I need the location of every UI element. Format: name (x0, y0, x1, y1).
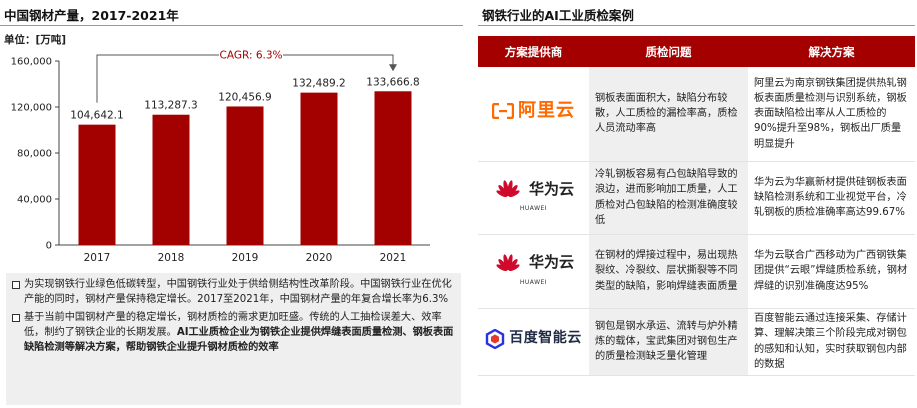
baidu-cloud-icon (486, 328, 505, 349)
bar-value-label: 104,642.1 (70, 110, 123, 122)
steel-output-bar-chart: 0 40,000 80,000 120,000 160,000 104,642.1 2017… (11, 47, 430, 264)
y-tick-label: 40,000 (17, 195, 52, 206)
ai-quality-inspection-cases-panel: 钢铁行业的AI工业质检案例 方案提供商 质检问题 解决方案 (478, 0, 917, 408)
checkbox-bullet-icon (12, 281, 20, 289)
checkbox-bullet-icon (12, 313, 20, 322)
x-category-label: 2021 (380, 252, 407, 264)
alibaba-cloud-wordmark: 阿里云 (518, 100, 575, 122)
problem-cell: 钢包是钢水承运、流转与炉外精炼的载体，宝武集团对钢包生产的质量检测缺乏量化管理 (589, 308, 748, 376)
table-header-row: 方案提供商 质检问题 解决方案 (478, 36, 915, 67)
problem-cell: 冷轧钢板容易有凸包缺陷导致的浪边，进而影响加工质量，人工质检对凸包缺陷的检测准确… (589, 161, 748, 235)
chart-panel-title: 中国钢材产量，2017-2021年 (4, 8, 179, 23)
bar (78, 124, 116, 245)
bar (226, 106, 264, 245)
solution-cell: 华为云联合广西移动为广西钢铁集团提供“云眼”焊缝质检系统，钢材焊缝的识别准确度达… (748, 234, 915, 309)
x-category-label: 2017 (84, 252, 111, 264)
huawei-sub-wordmark: HUAWEI (519, 278, 548, 286)
y-tick-label: 0 (46, 241, 52, 252)
y-tick-label: 160,000 (11, 57, 52, 68)
bar (152, 114, 190, 245)
note-bold-text: AI工业质检企业为钢铁企业提供焊缝表面质量检测、钢板表面缺陷检测等解决方案，帮助… (24, 326, 454, 354)
note-item: 基于当前中国钢材产量的稳定增长，钢材质检的需求更加旺盛。传统的人工抽检误差大、效… (12, 310, 455, 356)
baidu-cloud-logo: 百度智能云 (485, 328, 582, 349)
cagr-label-background (219, 47, 283, 61)
steel-output-panel: 中国钢材产量，2017-2021年 单位：[万吨] 0 40,000 80,000 1… (0, 8, 463, 405)
y-tick-label: 120,000 (11, 103, 52, 114)
table-row: 华为云 HUAWEI 冷轧钢板容易有凸包缺陷导致的浪边，进而影响加工质量，人工质… (478, 161, 915, 235)
problem-cell: 在钢材的焊接过程中，易出现热裂纹、冷裂纹、层状撕裂等不同类型的缺陷，影响焊缝表面… (589, 234, 748, 309)
solution-cell: 百度智能云通过连接采集、存储计算、理解决策三个阶段完成对钢包的感知和认知，实时获… (748, 308, 915, 376)
baidu-cloud-wordmark: 百度智能云 (509, 330, 582, 347)
huawei-cloud-wordmark: 华为云 (528, 253, 574, 272)
cagr-arrow-head (389, 64, 397, 72)
table-row: 阿里云 钢板表面面积大，缺陷分布较散，人工质检的漏检率高，质检人员流动率高 阿里… (478, 67, 915, 162)
x-category-label: 2019 (232, 252, 259, 264)
table-panel-title: 钢铁行业的AI工业质检案例 (482, 8, 634, 23)
chart-notes-box: 为实现钢铁行业绿色低碳转型，中国钢铁行业处于供给侧结构性改革阶段。中国钢铁行业在… (6, 273, 461, 405)
huawei-cloud-logo: 华为云 HUAWEI (493, 252, 574, 290)
header-solution: 解决方案 (748, 36, 915, 67)
huawei-cloud-logo: 华为云 HUAWEI (493, 178, 574, 216)
huawei-cloud-wordmark: 华为云 (528, 179, 574, 198)
alibaba-cloud-icon (492, 103, 514, 120)
solution-cell: 华为云为华赢新材提供硅钢板表面缺陷检测系统和工业视觉平台，冷轧钢板的质检准确率高… (748, 161, 915, 235)
provider-cell: 华为云 HUAWEI (478, 234, 589, 309)
huawei-flower-icon (496, 254, 520, 271)
note-text: 为实现钢铁行业绿色低碳转型，中国钢铁行业处于供给侧结构性改革阶段。中国钢铁行业在… (24, 279, 452, 306)
bar-value-label: 120,456.9 (218, 91, 271, 103)
table-row: 华为云 HUAWEI 在钢材的焊接过程中，易出现热裂纹、冷裂纹、层状撕裂等不同类… (478, 234, 915, 309)
provider-cell: 阿里云 (478, 67, 589, 162)
table-row: 百度智能云 钢包是钢水承运、流转与炉外精炼的载体，宝武集团对钢包生产的质量检测缺… (478, 308, 915, 376)
bar-value-label: 133,666.8 (366, 76, 419, 88)
bar-value-label: 113,287.3 (144, 100, 197, 112)
note-item: 为实现钢铁行业绿色低碳转型，中国钢铁行业处于供给侧结构性改革阶段。中国钢铁行业在… (12, 277, 455, 308)
problem-cell: 钢板表面面积大，缺陷分布较散，人工质检的漏检率高，质检人员流动率高 (589, 67, 748, 162)
case-table: 方案提供商 质检问题 解决方案 阿里云 钢板表面面积大，缺 (478, 36, 915, 376)
y-tick-label: 80,000 (17, 149, 52, 160)
x-category-label: 2018 (158, 252, 185, 264)
bar (374, 91, 412, 246)
chart-unit-label: 单位：[万吨] (4, 34, 67, 46)
note-text: 基于当前中国钢材产量的稳定增长，钢材质检的需求更加旺盛。传统的人工抽检误差大、效… (24, 311, 442, 338)
alibaba-cloud-logo: 阿里云 (492, 100, 575, 122)
bar-value-label: 132,489.2 (292, 78, 345, 90)
header-problem: 质检问题 (589, 36, 748, 67)
provider-cell: 百度智能云 (478, 308, 589, 376)
chart-panel-title-rule (0, 25, 463, 26)
cagr-label: CAGR: 6.3% (220, 50, 283, 62)
bar (300, 92, 338, 245)
table-panel-title-rule (478, 25, 915, 26)
header-provider: 方案提供商 (478, 36, 589, 67)
x-category-label: 2020 (306, 252, 333, 264)
huawei-sub-wordmark: HUAWEI (519, 205, 548, 213)
provider-cell: 华为云 HUAWEI (478, 161, 589, 235)
solution-cell: 阿里云为南京钢铁集团提供热轧钢板表面质量检测与识别系统，钢板表面缺陷检出率从人工… (748, 67, 915, 162)
huawei-flower-icon (496, 180, 520, 198)
